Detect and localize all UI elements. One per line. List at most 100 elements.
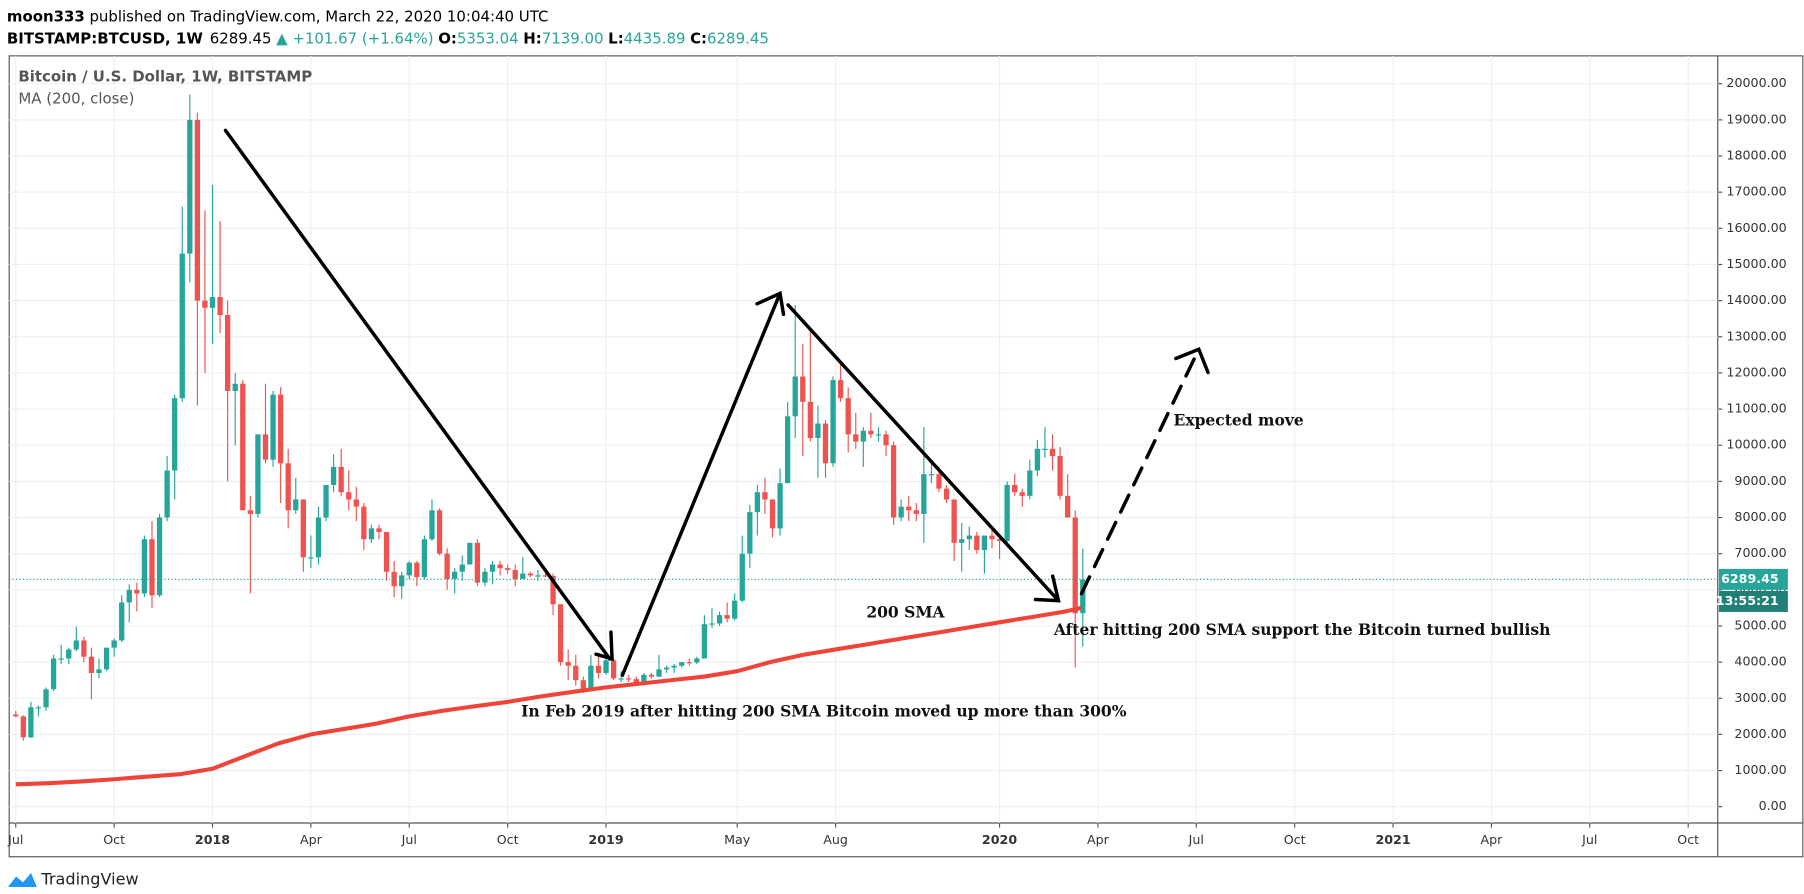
last-price-label: 6289.45 [1721,572,1779,587]
y-tick-label: 4000.00 [1734,655,1786,670]
frame [8,55,1804,858]
x-tick-label: Oct [1284,833,1306,848]
candle-body [830,380,836,464]
candle-body [1065,495,1071,518]
candle-body [981,535,988,551]
countdown: 13:55:21 [1716,594,1779,609]
candle-body [822,423,829,464]
expected-arrow-head [1174,346,1210,375]
candle-body [512,569,518,579]
candle-body [792,376,798,417]
candle-body [716,615,723,624]
x-tick-label: Oct [1677,833,1699,848]
candle-body [807,401,814,438]
candle-body [232,383,238,391]
candle-body [376,528,382,532]
candle-body [633,679,639,684]
ohlc-value: 6289.45 [707,29,769,47]
candle-body [520,573,526,579]
candle-body [293,499,299,511]
candle-body [277,394,284,464]
x-tick-label: 2020 [982,833,1017,848]
candle-body [588,665,594,690]
y-tick-label: 2000.00 [1734,727,1786,742]
candle-body [875,434,882,436]
candle-body [467,542,473,565]
y-tick-label: 3000.00 [1734,691,1786,706]
candle-body [187,119,193,254]
candle-body [565,662,571,666]
candle-body [868,430,874,435]
candle-body [1004,484,1010,542]
candle-body [785,416,791,484]
y-tick-label: 15000.00 [1726,257,1786,272]
arrow-down-2 [786,303,1061,603]
candle-body [724,615,730,619]
candle-body [28,707,34,738]
candle-body [209,296,216,308]
x-tick-label: 2019 [588,833,623,848]
candle-body [732,600,738,619]
candle-body [679,662,685,666]
candle-body [921,474,927,514]
y-tick-label: 16000.00 [1726,221,1786,236]
y-tick-label: 8000.00 [1734,510,1786,525]
candle-body [686,662,692,664]
candle-body [1034,448,1041,471]
candle-body [1080,579,1086,614]
candle-body [391,571,397,587]
x-tick-label: Apr [1480,833,1503,848]
y-tick-label: 0.00 [1759,799,1787,814]
candles [13,94,1086,741]
candle-body [172,398,178,471]
candle-body [50,658,57,690]
candle-body [399,575,405,587]
candle-body [694,658,700,663]
candle-body [610,660,617,679]
candle-body [383,531,390,572]
candle-body [73,640,79,650]
candle-body [550,576,556,605]
x-tick-label: Oct [103,833,125,848]
candle-body [452,571,458,579]
candle-body [285,463,291,511]
candle-body [368,528,375,540]
candle-body [361,506,367,540]
candle-body [595,665,602,673]
y-tick-label: 19000.00 [1726,112,1786,127]
y-tick-label: 7000.00 [1734,546,1786,561]
candle-body [262,434,269,460]
candle-body [618,678,624,680]
quote-line: BITSTAMP:BTCUSD, 1W 6289.45 ▲ +101.67 (+1.… [7,29,769,47]
candle-body [194,119,201,301]
candle-body [270,394,276,460]
candle-body [13,714,19,717]
annotation: After hitting 200 SMA support the Bitcoi… [1053,620,1551,639]
candle-body [323,484,329,518]
legend-title: Bitcoin / U.S. Dollar, 1W, BITSTAMP [18,67,312,85]
y-tick-label: 20000.00 [1726,76,1786,91]
candle-body [800,376,806,402]
candle-body [444,553,450,579]
x-tick-label: Aug [823,833,848,848]
candle-body [330,466,337,485]
candle-body [58,658,64,660]
candle-body [96,669,102,673]
candle-body [959,539,965,543]
candle-body [928,474,935,476]
candle-body [20,716,26,738]
candle-body [1057,456,1063,496]
drawings [223,128,1210,677]
annotation: 200 SMA [866,602,945,621]
candle-body [35,707,42,709]
candle-body [179,253,185,399]
candle-body [1012,484,1018,493]
y-tick-label: 13000.00 [1726,329,1786,344]
candle-body [815,423,821,438]
ma-line [15,605,1082,787]
candle-body [459,564,465,572]
candle-body [890,445,897,518]
y-tick-label: 18000.00 [1726,148,1786,163]
